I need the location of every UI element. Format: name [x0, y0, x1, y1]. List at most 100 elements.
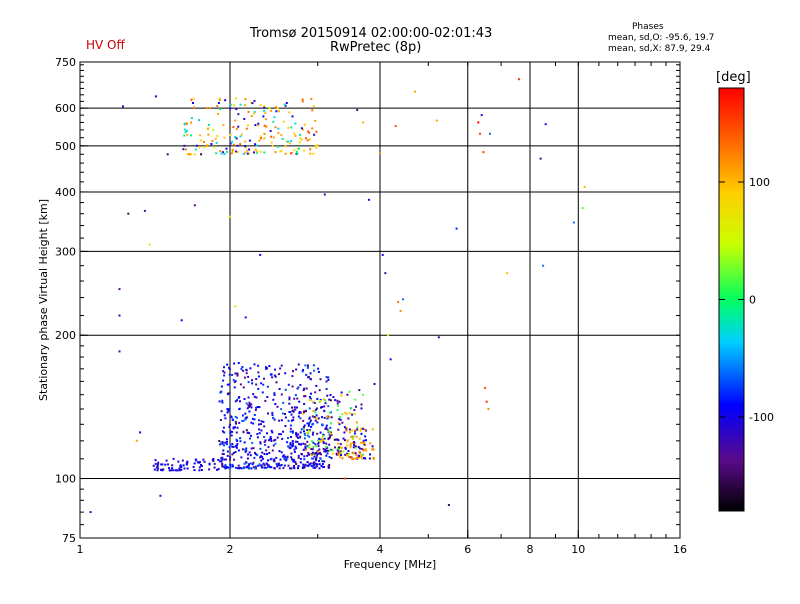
data-point: [221, 441, 224, 444]
data-point: [288, 398, 291, 401]
data-point: [328, 464, 331, 466]
data-point: [284, 413, 286, 415]
data-point: [257, 122, 260, 125]
x-tick-label: 8: [527, 543, 534, 556]
data-point: [267, 464, 270, 467]
data-point: [202, 458, 205, 461]
data-point: [180, 468, 183, 471]
data-point: [271, 449, 274, 452]
data-point: [539, 157, 542, 160]
data-point: [262, 420, 265, 423]
data-point: [246, 149, 249, 152]
data-point: [267, 465, 270, 468]
data-point: [254, 148, 257, 151]
data-point: [231, 445, 234, 448]
data-point: [159, 494, 162, 497]
data-point: [583, 185, 586, 188]
data-point: [245, 447, 248, 450]
data-point: [247, 124, 249, 127]
data-point: [183, 467, 186, 470]
data-point: [302, 427, 305, 430]
data-point: [223, 374, 226, 377]
data-point: [322, 433, 325, 436]
data-point: [207, 133, 210, 136]
data-point: [309, 462, 312, 465]
data-point: [244, 450, 247, 453]
data-point: [308, 416, 311, 419]
data-point: [322, 398, 325, 401]
data-point: [236, 151, 239, 154]
data-point: [340, 391, 343, 394]
data-point: [279, 367, 282, 370]
data-point: [250, 101, 253, 104]
data-point: [354, 429, 357, 432]
data-point: [249, 367, 252, 370]
data-point: [314, 458, 317, 461]
data-point: [246, 457, 249, 460]
data-point: [253, 467, 256, 470]
data-point: [317, 367, 320, 370]
y-tick-label: 75: [62, 532, 76, 545]
data-point: [251, 382, 254, 385]
data-point: [284, 145, 287, 148]
data-point: [316, 397, 319, 400]
data-point: [282, 454, 285, 457]
data-point: [275, 456, 278, 459]
x-tick-label: 6: [464, 543, 471, 556]
data-point: [286, 457, 289, 460]
data-point: [236, 439, 239, 442]
data-point: [235, 97, 237, 100]
data-point: [208, 123, 210, 126]
data-point: [287, 464, 290, 467]
data-point: [271, 376, 274, 379]
data-point: [270, 440, 273, 442]
data-point: [361, 457, 363, 460]
data-point: [198, 461, 201, 464]
data-point: [245, 449, 248, 452]
data-point: [248, 466, 251, 469]
data-point: [348, 431, 351, 434]
data-point: [219, 419, 222, 421]
data-point: [231, 419, 234, 422]
data-point: [256, 433, 259, 436]
data-point: [234, 451, 237, 453]
data-point: [265, 118, 268, 121]
data-point: [358, 450, 361, 453]
data-point: [292, 444, 294, 447]
data-point: [212, 128, 215, 131]
data-point: [308, 435, 311, 438]
data-point: [291, 406, 293, 409]
data-point: [262, 462, 265, 465]
data-point: [229, 142, 232, 145]
data-point: [362, 121, 365, 124]
data-point: [297, 433, 300, 436]
data-point: [321, 423, 324, 426]
data-point: [318, 463, 321, 466]
data-point: [276, 107, 279, 110]
data-point: [302, 448, 305, 451]
data-point: [291, 115, 294, 118]
data-point: [221, 430, 224, 433]
data-point: [320, 439, 323, 442]
data-point: [239, 135, 242, 138]
data-point: [275, 110, 278, 113]
data-point: [218, 99, 221, 101]
data-point: [311, 415, 314, 418]
data-point: [325, 426, 328, 429]
data-point: [329, 434, 332, 437]
data-point: [233, 104, 236, 107]
data-point: [264, 443, 267, 446]
data-point: [310, 425, 313, 428]
data-point: [230, 416, 233, 419]
data-point: [303, 458, 306, 461]
data-point: [253, 112, 256, 115]
data-point: [263, 132, 266, 135]
data-point: [330, 416, 333, 419]
data-point: [253, 363, 256, 366]
data-point: [327, 429, 330, 432]
data-point: [226, 151, 228, 153]
data-point: [161, 463, 164, 466]
data-point: [253, 111, 256, 113]
data-point: [259, 447, 262, 450]
